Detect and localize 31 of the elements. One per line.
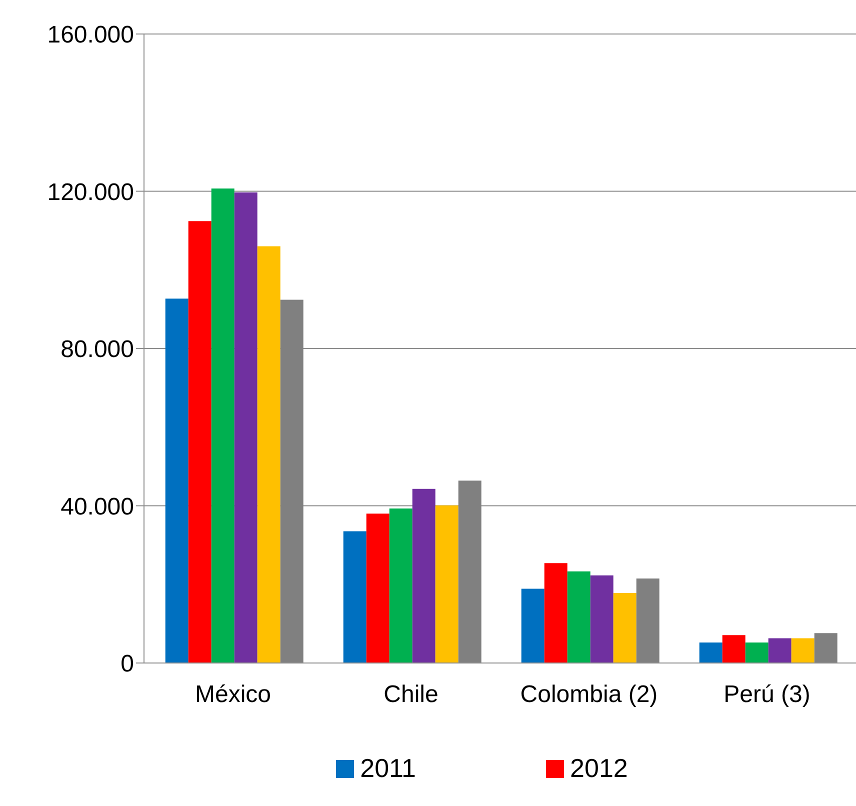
bar (590, 575, 614, 663)
bar (567, 571, 590, 663)
bar (211, 188, 234, 663)
x-tick-label: Perú (3) (724, 681, 810, 708)
y-tick-label: 160.000 (47, 22, 134, 49)
x-tick-label: México (194, 681, 272, 708)
bar (435, 505, 458, 663)
y-tick-label: 0 (120, 650, 134, 678)
bar (389, 508, 412, 663)
x-tick-label: Colombia (2) (520, 681, 658, 708)
bar (412, 488, 436, 663)
bar (722, 635, 746, 663)
legend-label: 2012 (570, 753, 628, 784)
y-tick-label: 40.000 (60, 493, 134, 520)
bar (234, 192, 258, 663)
y-tick-label: 120.000 (47, 178, 134, 206)
bar (699, 642, 722, 663)
bar (791, 638, 814, 663)
bar (768, 638, 792, 663)
bar (343, 531, 366, 663)
bar (165, 298, 188, 663)
bar (521, 588, 544, 663)
bar (745, 642, 768, 663)
bar (188, 221, 212, 663)
bar (366, 514, 390, 663)
y-tick-label: 80.000 (60, 336, 134, 364)
x-tick-label: Chile (384, 681, 438, 708)
legend-label: 2011 (360, 753, 416, 784)
bar (257, 246, 280, 663)
bar (613, 593, 636, 663)
bar (544, 563, 568, 663)
